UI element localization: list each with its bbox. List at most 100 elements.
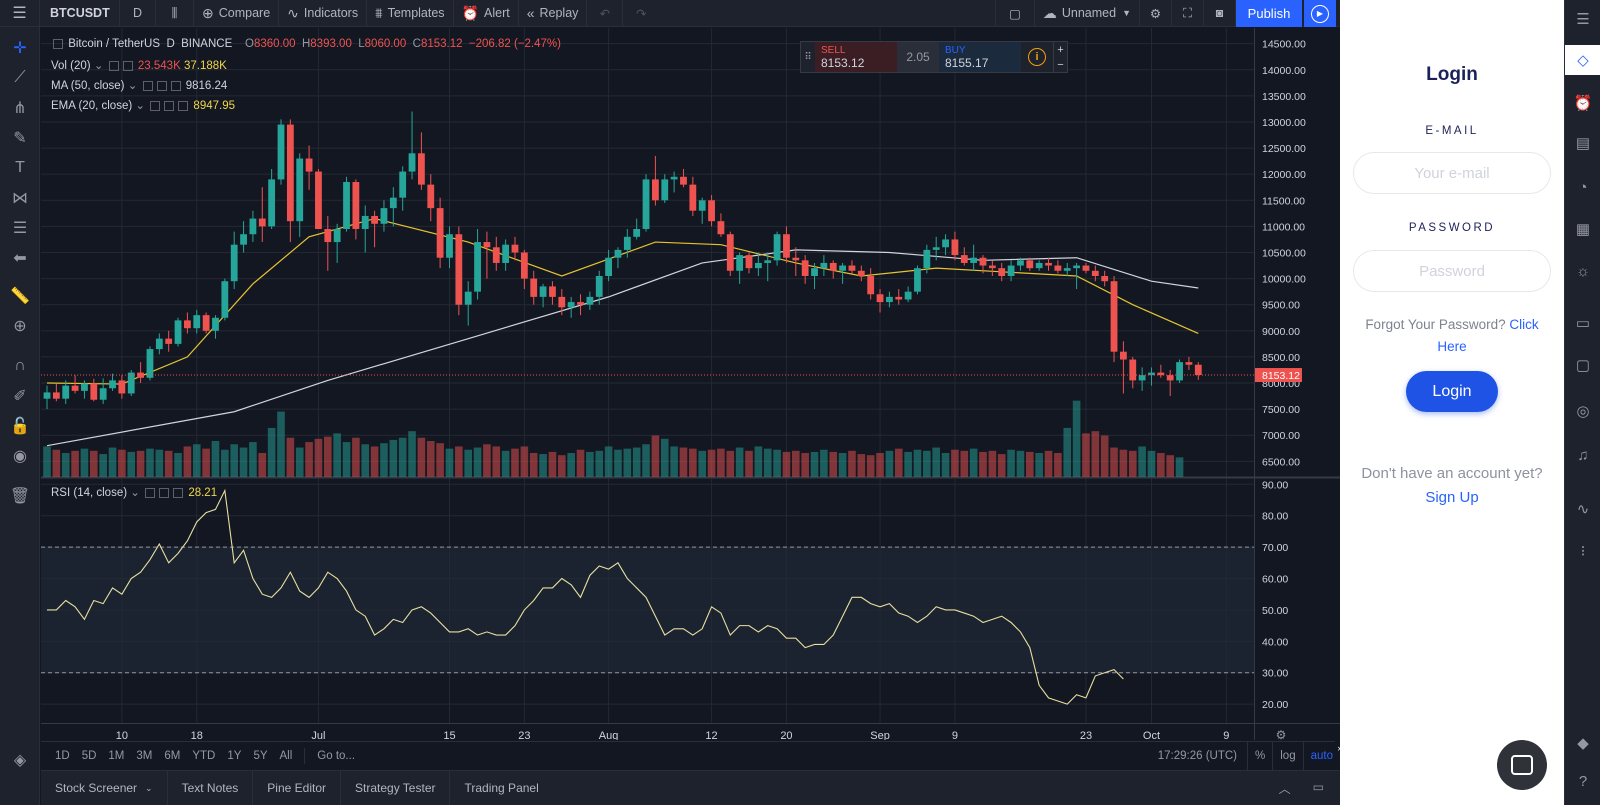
tab-strategy-tester[interactable]: Strategy Tester (341, 770, 451, 805)
lock-icon[interactable]: 🔓 (10, 418, 30, 435)
text-icon[interactable]: T (15, 159, 25, 176)
lightbulb-icon[interactable]: ☼ (1576, 262, 1590, 280)
collapse-icon[interactable] (53, 38, 63, 49)
password-field[interactable] (1353, 250, 1551, 292)
candles-icon[interactable]: ⫼ (156, 0, 194, 27)
rsi-legend[interactable]: RSI (14, close) ⌄ 28.21 (51, 487, 218, 499)
layers-icon[interactable]: ◈ (13, 752, 27, 769)
alarm-clock-icon[interactable]: ⏰ (1573, 95, 1593, 112)
trash-icon[interactable]: 🗑 (9, 488, 31, 505)
tab-text-notes[interactable]: Text Notes (168, 770, 254, 805)
range-1m[interactable]: 1M (108, 749, 125, 762)
coin-icon[interactable]: ◆ (1577, 735, 1589, 752)
clock-icon[interactable]: ◔ (1578, 178, 1588, 196)
volume-legend[interactable]: Vol (20) ⌄ 23.543K 37.188K (51, 60, 227, 72)
maximize-icon[interactable]: ▭ (1312, 779, 1324, 794)
eye-icon[interactable] (108, 60, 119, 71)
pitchfork-icon[interactable]: ⋔ (13, 100, 27, 117)
templates-button[interactable]: ⩩ Templates (367, 0, 454, 27)
interval-button[interactable]: D (120, 0, 156, 27)
chat-bubbles-icon[interactable]: ▭ (1575, 315, 1591, 332)
quantity-stepper[interactable]: + − (1053, 42, 1067, 72)
close-icon[interactable] (173, 487, 184, 498)
range-all[interactable]: All (279, 749, 293, 762)
magnet-icon[interactable]: ∩ (14, 357, 26, 374)
settings-icon[interactable] (159, 487, 170, 498)
eye-icon[interactable] (145, 487, 156, 498)
drag-handle-icon[interactable]: ⠿ (804, 51, 812, 63)
auto-toggle[interactable]: auto (1302, 741, 1340, 770)
message-icon[interactable]: ▢ (1575, 357, 1591, 374)
signup-link[interactable]: Sign Up (1425, 489, 1479, 506)
range-ytd[interactable]: YTD (192, 749, 216, 762)
menu-icon[interactable]: ☰ (0, 0, 40, 27)
streams-icon[interactable]: ◎ (1576, 403, 1590, 420)
range-5y[interactable]: 5Y (253, 749, 268, 762)
chart-area[interactable]: 14500.00 14000.00 13500.00 13000.00 12500.00… (41, 28, 1340, 740)
crosshair-icon[interactable]: ✛ (13, 40, 27, 57)
indicators-button[interactable]: ∿ Indicators (279, 0, 368, 27)
zoom-in-icon[interactable]: ⊕ (13, 318, 27, 335)
news-icon[interactable]: ▤ (1575, 135, 1591, 152)
eye-icon[interactable]: ◉ (13, 448, 27, 465)
ema-legend[interactable]: EMA (20, close) ⌄ 8947.95 (51, 100, 235, 112)
dom-icon[interactable]: ⁝ (1580, 543, 1586, 560)
bell-icon[interactable]: ♫ (1577, 446, 1589, 464)
settings-icon[interactable] (122, 60, 133, 71)
trending-icon[interactable]: ∿ (1576, 501, 1590, 518)
fullscreen-icon[interactable]: ⛶ (1172, 0, 1204, 27)
goto-button[interactable]: Go to... (317, 749, 356, 762)
layout-name-button[interactable]: ☁ Unnamed ▼ (1035, 0, 1140, 27)
minus-icon[interactable]: − (1057, 58, 1064, 71)
range-1d[interactable]: 1D (55, 749, 70, 762)
watchlist-icon[interactable]: ☰ (1576, 11, 1590, 28)
range-6m[interactable]: 6M (164, 749, 181, 762)
replay-button[interactable]: « Replay (519, 0, 588, 27)
stream-button[interactable]: ▶ (1304, 0, 1336, 27)
redo-icon[interactable]: ↷ (636, 6, 647, 21)
undo-icon[interactable]: ↶ (587, 0, 624, 27)
ma-legend[interactable]: MA (50, close) ⌄ 9816.24 (51, 80, 228, 92)
publish-button[interactable]: Publish (1236, 0, 1302, 27)
help-icon[interactable]: ? (1578, 772, 1588, 790)
pattern-icon[interactable]: ⋈ (12, 190, 28, 207)
buy-button[interactable]: BUY 8155.17 (939, 42, 1021, 72)
settings-icon[interactable] (164, 100, 175, 111)
range-5d[interactable]: 5D (81, 749, 97, 762)
gear-icon[interactable]: ⚙ (1140, 0, 1172, 27)
log-toggle[interactable]: log (1272, 741, 1302, 770)
sell-button[interactable]: SELL 8153.12 (815, 42, 897, 72)
range-1y[interactable]: 1Y (227, 749, 242, 762)
ruler-icon[interactable]: 📏 (10, 288, 30, 305)
range-3m[interactable]: 3M (136, 749, 153, 762)
email-field[interactable] (1353, 152, 1551, 194)
plus-icon[interactable]: + (1057, 43, 1064, 56)
chart-canvas[interactable]: 14500.00 14000.00 13500.00 13000.00 12500.00… (41, 28, 1340, 740)
alert-button[interactable]: ⏰ Alert (454, 0, 519, 27)
eye-icon[interactable] (150, 100, 161, 111)
diamond-icon[interactable]: ◇ (1565, 45, 1600, 75)
forgot-password-link[interactable]: Click Here (1437, 317, 1539, 354)
eye-icon[interactable] (142, 80, 153, 91)
tab-stock-screener[interactable]: Stock Screener ⌄ (41, 770, 168, 805)
axis-settings-icon[interactable]: ⚙ (1276, 728, 1287, 740)
tab-trading-panel[interactable]: Trading Panel (464, 781, 539, 795)
calendar-icon[interactable]: ▦ (1575, 221, 1591, 238)
camera-icon[interactable]: ◙ (1204, 0, 1236, 27)
info-button[interactable]: i (1021, 42, 1053, 72)
close-icon[interactable] (178, 100, 189, 111)
layout-icon[interactable]: ▢ (994, 0, 1035, 27)
stay-drawing-icon[interactable]: ✐ (13, 388, 27, 405)
chevron-up-icon[interactable]: ︿ (1278, 781, 1291, 796)
arrow-left-icon[interactable]: ⬅ (13, 250, 27, 267)
chat-button[interactable] (1497, 740, 1547, 790)
collapse-panel-handle[interactable]: › (1335, 737, 1343, 759)
prediction-icon[interactable]: ☰ (12, 220, 28, 237)
compare-button[interactable]: ⊕ Compare (194, 0, 280, 27)
brush-icon[interactable]: ✎ (13, 130, 27, 147)
settings-icon[interactable] (156, 80, 167, 91)
symbol-search[interactable]: BTCUSDT (40, 0, 120, 27)
percent-toggle[interactable]: % (1247, 741, 1272, 770)
clock[interactable]: 17:29:26 (UTC) (1157, 749, 1238, 762)
tab-pine-editor[interactable]: Pine Editor (253, 770, 341, 805)
